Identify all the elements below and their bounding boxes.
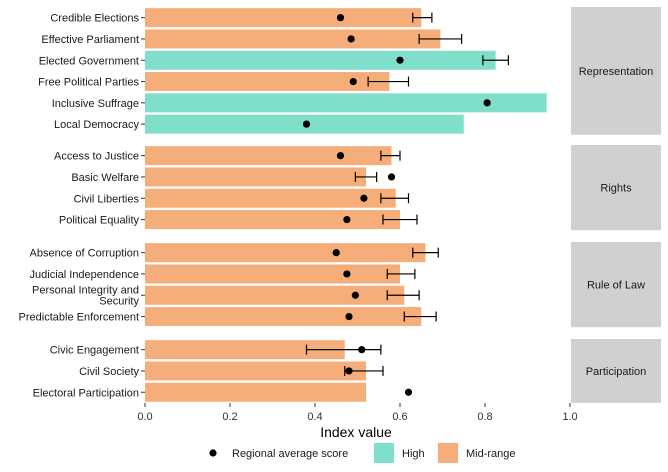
regional-average-point	[336, 152, 345, 160]
error-bar	[367, 76, 410, 87]
error-bar	[418, 33, 463, 44]
facet-strip	[571, 145, 661, 231]
category-label: Access to Justice	[54, 151, 139, 163]
bar	[145, 307, 422, 327]
category-label: Electoral Participation	[33, 387, 139, 399]
regional-average-point	[343, 215, 351, 224]
facet-panel: Representation Credible Elections Effectiv…	[38, 7, 661, 135]
category-label: Civil Liberties	[74, 193, 140, 205]
category-label: Effective Parliament	[41, 34, 139, 46]
regional-average-point	[360, 194, 368, 202]
bar	[145, 72, 390, 92]
category-label: Political Equality	[59, 215, 140, 227]
regional-average-point	[351, 291, 359, 299]
error-bar	[386, 290, 420, 301]
regional-average-point	[396, 56, 404, 64]
category-label: Civic Engagement	[50, 345, 139, 357]
legend-key-swatch	[438, 443, 458, 463]
bar	[145, 243, 426, 263]
bar	[145, 340, 345, 360]
bar	[145, 188, 396, 208]
error-bar	[412, 12, 433, 23]
regional-average-point	[343, 270, 351, 278]
x-tick-label: 0.8	[477, 411, 492, 423]
category-label: Personal Integrity and Security	[32, 284, 140, 307]
category-label: Elected Government	[39, 55, 139, 67]
x-axis: 0.0 0.2 0.4 0.6 0.8 1.0	[137, 403, 578, 423]
category-label: Absence of Corruption	[30, 248, 139, 260]
category-label: Basic Welfare	[71, 172, 139, 184]
category-label: Free Political Parties	[38, 77, 139, 89]
x-tick-label: 0.2	[222, 411, 237, 423]
facet-strip-label: Rights	[600, 183, 632, 195]
facet-strip-label: Participation	[586, 366, 647, 378]
regional-average-point	[332, 249, 340, 257]
legend-key-swatch	[374, 443, 394, 463]
facet-panel: Rights Access to Justice Basic Welfare Civi…	[54, 145, 661, 231]
x-tick-label: 0.6	[392, 411, 407, 423]
category-label: Civil Society	[79, 366, 139, 378]
legend: Regional average score High Mid-range	[209, 443, 516, 463]
bar	[145, 93, 547, 113]
facet-strip-label: Rule of Law	[587, 280, 645, 292]
error-bar	[380, 150, 401, 161]
regional-average-point	[483, 99, 491, 107]
error-bar	[354, 171, 378, 182]
regional-average-point	[302, 120, 311, 128]
error-bar	[482, 55, 509, 66]
category-label: Local Democracy	[54, 119, 139, 131]
facet-strip-label: Representation	[579, 66, 654, 78]
legend-key-point	[209, 449, 217, 457]
facet-panels: Representation Credible Elections Effectiv…	[19, 7, 661, 403]
bar	[145, 50, 496, 70]
error-bar	[403, 311, 437, 322]
bar	[145, 29, 441, 49]
category-label: Credible Elections	[50, 13, 139, 25]
facet-strip	[571, 7, 661, 135]
legend-label: Regional average score	[232, 448, 348, 460]
error-bar	[386, 268, 416, 279]
regional-average-point	[336, 14, 345, 22]
category-label: Inclusive Suffrage	[52, 98, 139, 110]
error-bar	[412, 247, 439, 258]
category-label: Judicial Independence	[30, 269, 139, 281]
error-bar	[305, 344, 382, 355]
bar	[145, 382, 366, 402]
x-tick-label: 0.4	[307, 411, 322, 423]
facet-strip	[571, 242, 661, 328]
regional-average-point	[404, 388, 413, 396]
regional-average-point	[358, 346, 366, 354]
error-bar	[380, 193, 410, 204]
bar	[145, 8, 422, 28]
regional-average-point	[345, 312, 353, 321]
facet-panel: Rule of Law Absence of Corruption Judicial…	[19, 242, 661, 328]
facet-strip	[571, 339, 661, 403]
bar	[145, 264, 400, 284]
facet-panel: Participation Civic Engagement Civil Socie…	[33, 339, 661, 403]
x-axis-title: Index value	[320, 424, 392, 440]
x-tick-label: 1.0	[562, 411, 577, 423]
regional-average-point	[345, 367, 353, 375]
bar	[145, 167, 366, 187]
regional-average-point	[387, 173, 396, 181]
category-label: Predictable Enforcement	[19, 312, 139, 324]
legend-label: High	[402, 448, 425, 460]
bar	[145, 210, 400, 230]
legend-label: Mid-range	[466, 448, 516, 460]
regional-average-point	[349, 77, 357, 86]
error-bar	[382, 214, 418, 225]
bar	[145, 146, 392, 166]
x-tick-label: 0.0	[137, 411, 152, 423]
bar	[145, 285, 405, 305]
bar	[145, 361, 366, 381]
regional-average-point	[347, 35, 355, 43]
